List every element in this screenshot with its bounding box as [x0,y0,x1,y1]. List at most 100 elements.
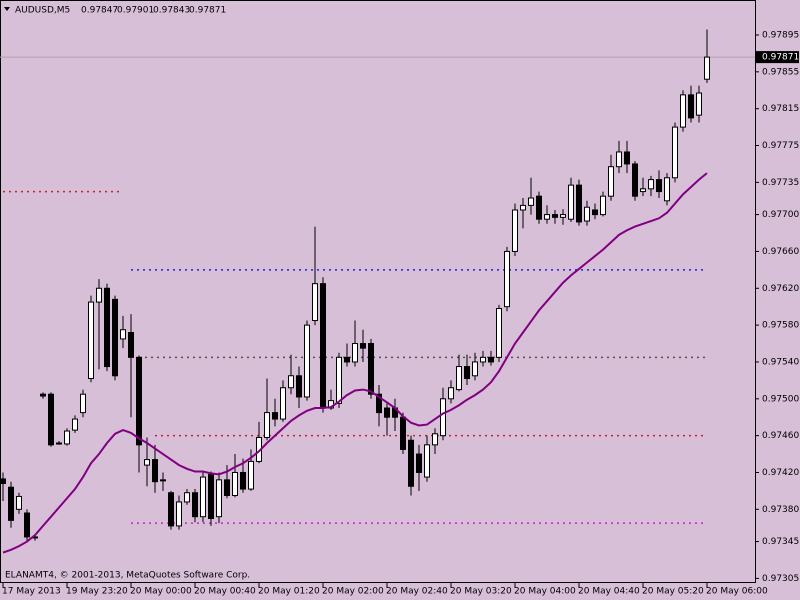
y-tick-label: 0.97420 [762,468,799,478]
x-tick-label: 20 May 05:20 [642,587,704,597]
x-tick-label: 20 May 02:40 [386,587,448,597]
candle-body [280,387,286,420]
candle-body [352,343,358,363]
symbol: AUDUSD,M5 [15,6,70,16]
y-tick-label: 0.97775 [762,141,799,151]
x-tick-label: 20 May 04:00 [514,587,576,597]
candle-body [40,393,46,397]
candle-body [152,459,158,483]
menu-arrow [4,7,10,11]
candle-body [648,179,654,190]
header-high: 0.97901 [117,6,154,16]
candle-body [112,298,118,377]
price-box [756,51,799,64]
candle-body [584,206,590,222]
y-tick-label: 0.97380 [762,505,799,515]
plot-frame [0,0,756,583]
candle-body [312,283,318,322]
header-close: 0.97871 [189,6,226,16]
candle-body [496,308,502,358]
candle-body [384,407,390,418]
candle-body [16,495,22,510]
candle-body [208,473,214,520]
candle-body [680,94,686,128]
header-low: 0.97843 [153,6,190,16]
candle-body [376,393,382,414]
y-tick-label: 0.97540 [762,357,799,367]
candle-body [56,442,62,445]
candle-body [184,492,190,503]
candle-body [0,478,6,485]
candle-body [144,459,150,466]
candle-body [568,184,574,220]
x-tick-label: 19 May 23:20 [66,587,128,597]
price-label: 0.97871 [762,53,799,63]
candle-body [408,439,414,487]
candle-body [120,329,126,340]
candle-body [544,214,550,220]
x-tick-label: 20 May 00:40 [194,587,256,597]
candle-body [704,56,710,80]
x-tick-label: 20 May 01:20 [258,587,320,597]
x-tick-label: 20 May 02:00 [322,587,384,597]
candle-body [240,471,246,490]
candle-body [504,250,510,308]
candle-body [520,204,526,211]
candle-body [696,92,702,116]
candle-body [104,287,110,368]
candle-body [616,151,622,168]
candle-body [160,479,166,482]
y-tick-label: 0.97700 [762,210,799,220]
candle-body [272,412,278,420]
candle-body [456,366,462,391]
candle-body [464,366,470,380]
candle-body [416,453,422,473]
copyright: ELANAMT4, © 2001-2013, MetaQuotes Softwa… [5,571,250,581]
candle-body [96,287,102,303]
x-tick-label: 20 May 04:40 [578,587,640,597]
candle-body [216,479,222,518]
y-tick-label: 0.97345 [762,537,799,547]
candle-body [512,209,518,252]
candle-body [528,197,534,206]
y-tick-label: 0.97895 [762,30,799,40]
candle-body [88,301,94,380]
candle-body [448,387,454,400]
candle-body [72,418,78,431]
candle-body [576,184,582,223]
candle-body [192,492,198,518]
candle-body [472,361,478,377]
candle-body [552,214,558,218]
candle-body [128,331,134,358]
y-tick-label: 0.97735 [762,178,799,188]
candle-body [536,195,542,220]
y-tick-label: 0.97460 [762,431,799,441]
candle-body [168,492,174,527]
y-tick-label: 0.97815 [762,104,799,114]
y-tick-label: 0.97500 [762,394,799,404]
candle-body [296,375,302,398]
candle-body [640,188,646,193]
candle-body [632,163,638,197]
candle-body [672,126,678,179]
candle-body [592,209,598,216]
candle-body [320,283,326,409]
y-tick-label: 0.97580 [762,321,799,331]
candle-body [488,356,494,363]
candle-body [624,151,630,165]
candle-body [560,214,566,218]
candle-body [304,324,310,398]
y-tick-label: 0.97620 [762,284,799,294]
x-tick-label: 20 May 06:00 [706,587,768,597]
candle-body [368,343,374,395]
candle-body [136,356,142,446]
candle-body [24,512,30,538]
candle-body [80,393,86,414]
candle-body [336,356,342,404]
candle-body [200,476,206,518]
candle-body [480,356,486,363]
candle-body [64,430,70,445]
